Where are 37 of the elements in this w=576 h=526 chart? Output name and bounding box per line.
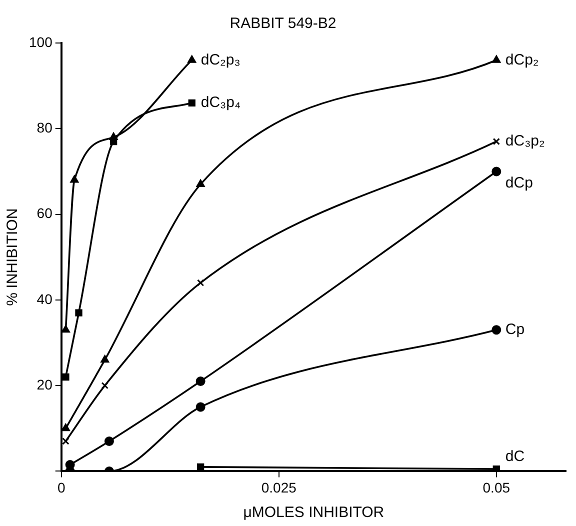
x-axis-title: μMOLES INHIBITOR: [243, 504, 384, 522]
x-tick-label: 0.025: [261, 479, 297, 496]
y-tick-label: 60: [36, 205, 53, 222]
series-label: dC₃p₂: [505, 132, 546, 150]
point: [100, 355, 110, 363]
y-axis-title: % INHIBITION: [4, 208, 22, 306]
point: [196, 463, 204, 470]
y-tick-label: 80: [36, 120, 53, 136]
point: [104, 436, 114, 446]
series-label: Cp: [505, 321, 525, 338]
point: [492, 138, 500, 146]
point: [188, 55, 196, 63]
point: [492, 166, 502, 176]
point: [196, 180, 205, 188]
series-label: dCp: [505, 174, 533, 192]
point: [492, 55, 501, 63]
point: [101, 382, 108, 390]
point: [492, 325, 502, 335]
series-label: dC₃p₄: [200, 94, 241, 112]
y-tick-label: 20: [36, 376, 53, 392]
x-tick-label: 0.05: [482, 479, 510, 496]
chart-title: RABBIT 549-B2: [230, 15, 336, 32]
point: [62, 373, 70, 381]
point: [196, 402, 206, 412]
point: [75, 309, 82, 316]
point: [188, 99, 196, 107]
x-tick-label: 0: [57, 479, 66, 496]
point: [109, 132, 118, 140]
series-label: dCp₂: [505, 51, 539, 68]
point: [62, 438, 70, 445]
y-tick-label: 100: [29, 34, 53, 50]
series-label: dC₂p₃: [200, 51, 240, 68]
point: [196, 279, 204, 286]
series-label: dC: [505, 448, 525, 466]
point: [196, 376, 206, 386]
y-tick-label: 40: [36, 290, 53, 307]
point: [70, 175, 79, 183]
